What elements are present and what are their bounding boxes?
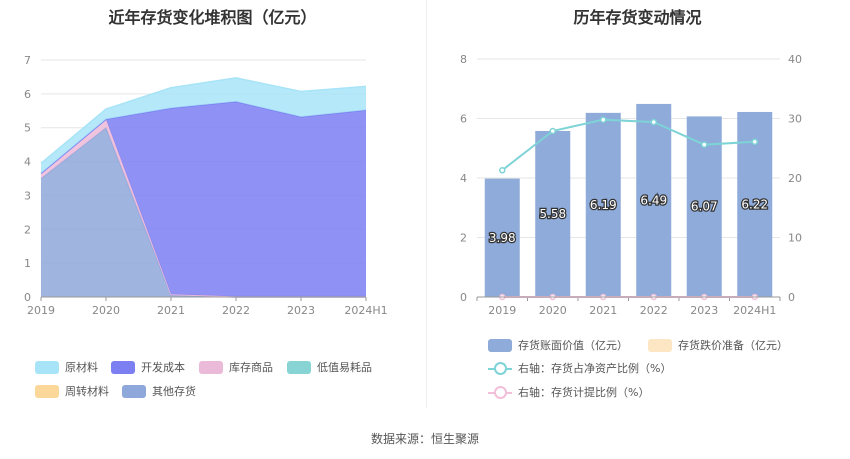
left-y-tick-label: 5 [24,122,31,135]
legend-label: 低值易耗品 [317,361,372,374]
legend-item-left-0[interactable]: 原材料 [35,359,98,375]
left-y-tick-label: 3 [24,189,31,202]
left-y-tick-label: 4 [24,156,31,169]
right-y-tick-label: 2 [460,232,467,245]
legend-label: 存货跌价准备（亿元） [678,339,788,352]
legend-item-left-3[interactable]: 低值易耗品 [287,359,372,375]
legend-item-bars2[interactable]: 存货跌价准备（亿元） [648,337,788,353]
data-source: 数据来源：恒生聚源 [370,432,479,446]
right-x-tick-label: 2021 [589,304,617,317]
right-y-tick-label: 8 [460,53,467,66]
legend-label: 其他存货 [152,385,196,398]
right-y2-tick-label: 20 [788,172,802,185]
bar-value-label: 6.49 [640,193,667,207]
legend-item-line2[interactable]: 右轴：存货计提比例（%） [488,384,649,400]
legend-item-left-2[interactable]: 库存商品 [199,359,273,375]
left-x-tick-label: 2022 [222,304,250,317]
bar-label-bg [588,197,619,213]
bar-label-bg [537,206,568,222]
right-y-tick-label: 4 [460,172,467,185]
line-inventory-netasset-ratio-point-2023 [701,141,708,148]
legend-label: 右轴：存货计提比例（%） [518,386,650,399]
right-y2-tick-label: 40 [788,53,802,66]
right-y2-tick-label: 30 [788,113,802,126]
line-inventory-netasset-ratio-point-2020 [549,127,556,135]
legend-swatch [488,385,512,399]
left-x-tick-label: 2019 [27,304,55,317]
right-y2-tick-label: 0 [788,291,795,304]
bar-label-bg [689,199,720,215]
right-x-tick-label: 2022 [640,304,668,317]
line-inventory-netasset-ratio-point-2021 [600,116,607,123]
bar-label-bg [487,230,518,246]
left-y-tick-label: 7 [24,54,31,67]
left-x-tick-label: 2024H1 [344,304,387,317]
area-series-开发成本 [41,101,366,297]
right-x-tick-label: 2024H1 [733,304,776,317]
area-line-原材料 [40,77,367,164]
left-y-tick-label: 1 [24,257,31,270]
legend-item-line1[interactable]: 右轴：存货占净资产比例（%） [488,360,671,376]
bar-value-label: 3.98 [489,231,516,245]
area-series-原材料 [41,77,366,174]
legend-swatch [287,360,311,374]
bar-value-label: 6.22 [741,197,768,211]
legend-item-bars[interactable]: 存货账面价值（亿元） [488,337,628,353]
line-inventory-netasset-ratio-path [501,118,755,172]
legend-swatch [488,338,512,352]
legend-label: 开发成本 [141,361,185,374]
right-x-tick-label: 2019 [488,304,516,317]
legend-item-left-4[interactable]: 周转材料 [35,383,109,399]
right-x-tick-label: 2020 [539,304,567,317]
bar-value-label: 6.19 [590,198,617,212]
right-y-tick-label: 6 [460,113,467,126]
panel-divider [426,0,427,408]
line-inventory-netasset-ratio-point-2019 [499,167,506,174]
right-y2-tick-label: 10 [788,232,802,245]
right-x-tick-label: 2023 [690,304,718,317]
legend-swatch [111,360,135,374]
left-x-tick-label: 2020 [92,304,120,317]
left-x-tick-label: 2021 [157,304,185,317]
legend-label: 右轴：存货占净资产比例（%） [518,362,672,375]
legend-swatch [122,384,146,398]
bar-value-label: 6.07 [691,200,718,214]
legend-swatch [35,360,59,374]
left-y-tick-label: 6 [24,88,31,101]
line-inventory-netasset-ratio-point-2024H1 [751,138,758,145]
left-x-tick-label: 2023 [287,304,315,317]
legend-swatch [35,384,59,398]
bar-label-bg [638,193,669,209]
legend-swatch [199,360,223,374]
left-y-tick-label: 0 [24,291,31,304]
legend-label: 原材料 [65,361,98,374]
bar-label-bg [739,197,770,213]
bar-value-label: 5.58 [539,207,566,221]
legend-label: 存货账面价值（亿元） [518,339,628,352]
left-chart-title: 近年存货变化堆积图（亿元） [108,8,317,27]
line-inventory-netasset-ratio-point-2022 [650,118,657,126]
legend-swatch [648,338,672,352]
left-y-tick-label: 2 [24,223,31,236]
right-chart-title: 历年存货变动情况 [573,8,702,27]
legend-label: 库存商品 [229,361,273,374]
legend-label: 周转材料 [65,385,109,398]
legend-item-left-1[interactable]: 开发成本 [111,359,185,375]
right-y-tick-label: 0 [460,291,467,304]
legend-item-left-5[interactable]: 其他存货 [122,383,196,399]
legend-swatch [488,361,512,375]
